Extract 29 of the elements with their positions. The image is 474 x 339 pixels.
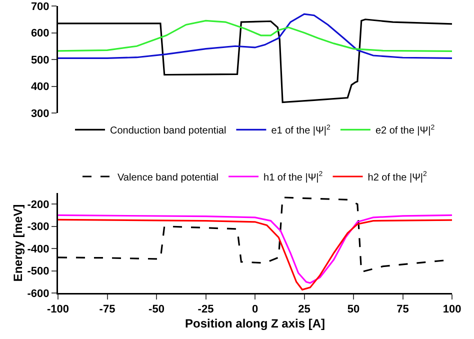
x-tick-label: 0 (252, 304, 258, 316)
y-tick-label: 400 (30, 81, 50, 94)
y-tick-label: -300 (27, 221, 50, 234)
legend-label: e1 of the |Ψ|$^{2}$ (271, 124, 330, 137)
x-tick-label: -25 (198, 304, 214, 316)
y-axis-title: Energy [meV] (10, 204, 25, 282)
line-series (58, 20, 452, 52)
legend-label: h2 of the |Ψ|$^{2}$ (368, 171, 428, 184)
x-tick-label: 100 (442, 304, 462, 316)
x-tick-label: -50 (148, 304, 164, 316)
y-tick-label: 500 (30, 54, 50, 66)
y-tick-label: -600 (27, 288, 50, 300)
y-tick-label: 700 (30, 0, 50, 13)
legend-label: Conduction band potential (110, 126, 226, 137)
line-series (58, 13, 452, 59)
x-tick-label: 25 (298, 304, 310, 316)
x-tick-label: 75 (396, 304, 409, 316)
y-tick-label: -500 (27, 266, 50, 278)
x-axis-title: Position along Z axis [A] (184, 316, 326, 330)
y-tick-label: -200 (27, 198, 50, 211)
legend-label: Valence band potential (118, 172, 219, 184)
y-tick-label: 600 (30, 28, 50, 40)
x-tick-label: -100 (46, 304, 70, 316)
x-tick-label: -75 (99, 304, 116, 316)
y-tick-label: -400 (27, 243, 50, 256)
legend-label: e2 of the |Ψ|$^{2}$ (375, 124, 435, 137)
legend-label: h1 of the |Ψ|$^{2}$ (264, 171, 323, 184)
y-tick-label: 300 (30, 108, 50, 120)
x-tick-label: 50 (347, 304, 360, 316)
